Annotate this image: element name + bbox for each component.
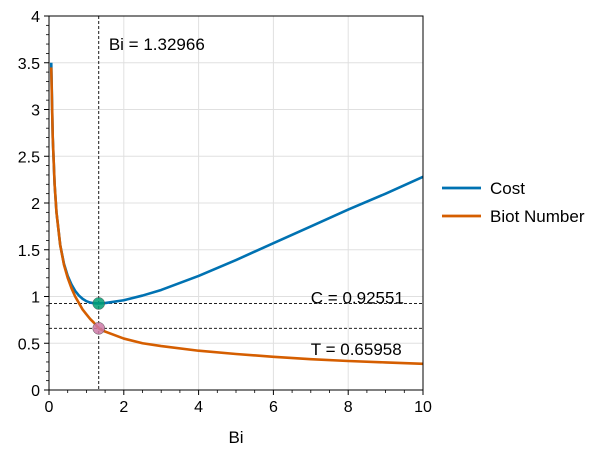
y-tick-label: 2.5 [18, 149, 40, 166]
optimum-marker [92, 297, 105, 310]
x-tick-label: 8 [344, 399, 353, 416]
x-tick-label: 10 [414, 399, 432, 416]
y-tick-label: 2 [31, 196, 40, 213]
legend-label: Biot Number [490, 207, 585, 226]
series-line-biot-number [49, 67, 424, 366]
series-layer [49, 62, 424, 366]
legend: Cost Biot Number [442, 179, 585, 226]
y-tick-label: 0.5 [18, 336, 40, 353]
y-tick-label: 4 [31, 9, 40, 26]
y-tick-label: 3 [31, 103, 40, 120]
tick-layer [44, 15, 424, 395]
y-tick-label: 0 [31, 383, 40, 400]
x-tick-label: 0 [45, 399, 54, 416]
annotation-label: T = 0.65958 [311, 340, 402, 359]
y-tick-label: 3.5 [18, 56, 40, 73]
y-tick-label: 1.5 [18, 243, 40, 260]
label-layer: 0 2 4 6 8 10 0 0.5 1 1.5 2 2.5 3 3.5 4 [18, 9, 432, 416]
optimum-marker [92, 322, 105, 335]
series-line-cost [49, 62, 424, 305]
annotation-label: C = 0.92551 [311, 288, 404, 307]
y-tick-label: 1 [31, 290, 40, 307]
x-tick-label: 2 [119, 399, 128, 416]
legend-label: Cost [490, 179, 525, 198]
annotation-label: Bi = 1.32966 [109, 35, 205, 54]
annotation-layer: Bi = 1.32966 C = 0.92551 T = 0.65958 [109, 35, 404, 359]
x-tick-label: 4 [194, 399, 203, 416]
x-axis-title: Bi [228, 428, 243, 447]
marker-layer [92, 297, 105, 335]
x-tick-label: 6 [269, 399, 278, 416]
